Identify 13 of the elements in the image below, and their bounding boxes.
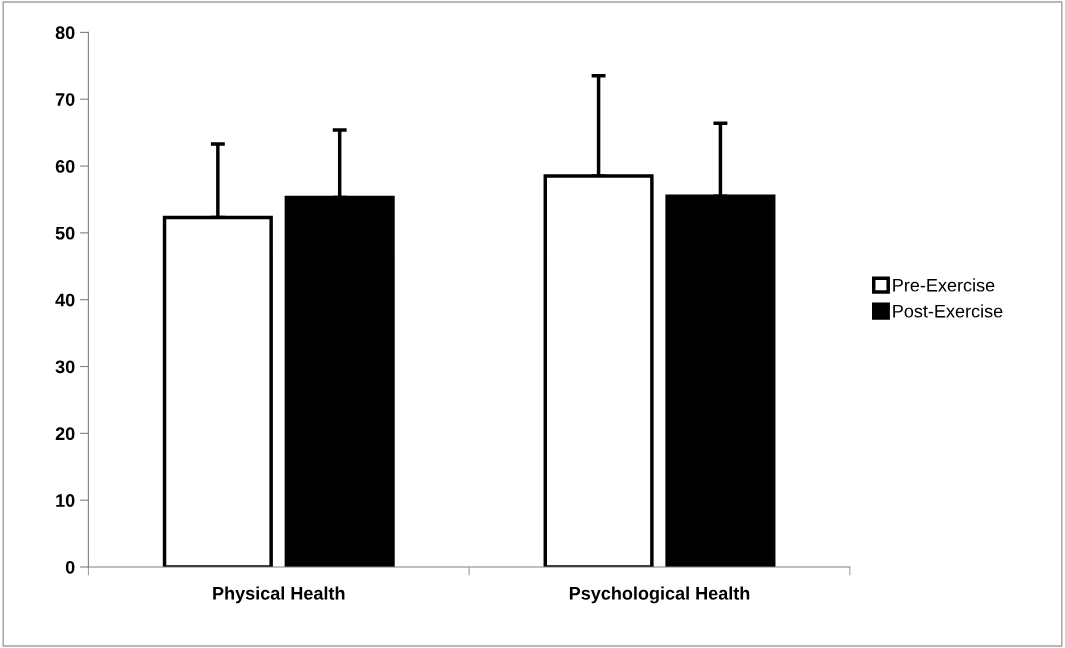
legend-label: Pre-Exercise (893, 278, 995, 292)
y-tick-label: 20 (55, 427, 75, 441)
y-tick-label: 0 (65, 560, 75, 574)
y-tick-label: 70 (55, 93, 75, 106)
legend-label: Post-Exercise (893, 304, 1003, 318)
y-tick-label: 40 (55, 293, 75, 307)
x-tick-label: Psychological Health (569, 586, 750, 604)
x-tick-label: Physical Health (213, 586, 345, 604)
y-tick-label: 30 (55, 360, 75, 374)
y-tick-label: 10 (56, 494, 75, 507)
y-tick-label: 50 (55, 226, 75, 240)
y-tick-label: 80 (55, 26, 75, 40)
y-tick-label: 60 (55, 159, 75, 173)
